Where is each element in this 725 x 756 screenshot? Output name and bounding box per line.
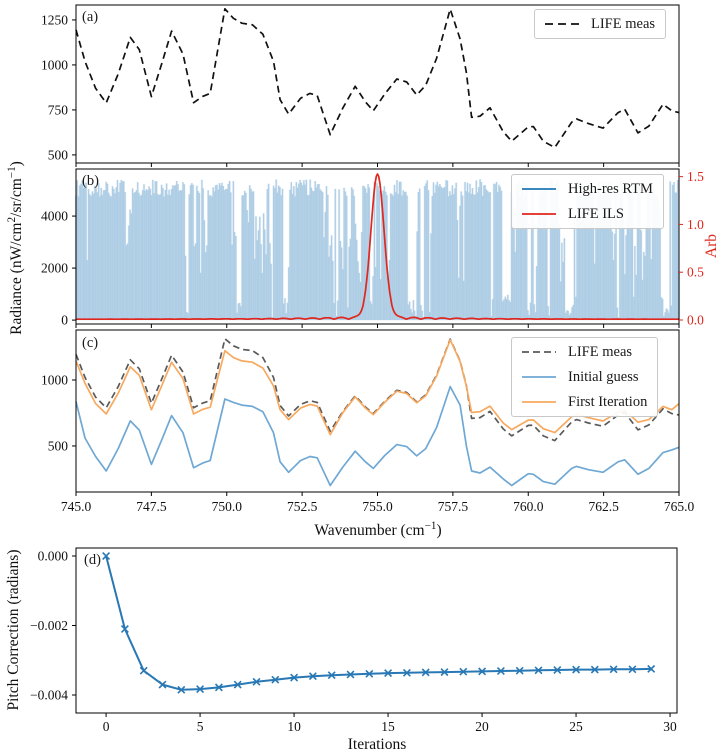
panel-a-label: (a): [82, 9, 99, 25]
tick-label: 1000: [41, 57, 68, 72]
legend-label: LIFE meas: [591, 16, 656, 32]
tick-label: 500: [48, 147, 69, 162]
tick-label: 0.0: [687, 312, 704, 327]
legend-panel-a: LIFE meas: [534, 9, 667, 40]
tick-label: 745.0: [61, 499, 92, 514]
legend-panel-c: LIFE meas Initial guess First Iteration: [511, 337, 659, 418]
legend-panel-b: High-res RTM LIFE ILS: [511, 174, 664, 230]
pitch-correction-axis-label: Pitch Correction (radians): [5, 549, 22, 711]
blue-line-sample-icon: [522, 188, 556, 190]
orange-line-sample-icon: [522, 401, 556, 404]
tick-label: 747.5: [136, 499, 167, 514]
tick-label: 10: [287, 719, 301, 734]
tick-label: 5: [197, 719, 204, 734]
tick-label: 1000: [41, 372, 68, 387]
tick-label: 1250: [41, 12, 68, 27]
radiance-axis-label: Radiance (nW/cm2/sr/cm−1): [6, 161, 26, 335]
wavenumber-axis-label: Wavenumber (cm−1): [314, 520, 441, 540]
life-ils-line: [76, 173, 679, 321]
legend-label: First Iteration: [568, 394, 648, 411]
wavenumber-label-sup: −1: [424, 519, 437, 532]
initial-guess-line: [75, 385, 680, 487]
pitch-correction-x-markers: [102, 552, 656, 694]
legend-item-high-res-rtm: High-res RTM: [521, 180, 653, 198]
tick-label: 25: [569, 719, 583, 734]
legend-item-life-ils: LIFE ILS: [521, 205, 653, 223]
gray-dashed-line-sample-icon: [522, 351, 556, 353]
tick-label: 762.5: [588, 499, 619, 514]
dashed-line-sample-icon: [545, 23, 579, 25]
tick-label: 0: [61, 313, 68, 328]
legend-label: High-res RTM: [568, 181, 653, 197]
tick-label: 760.0: [513, 499, 544, 514]
tick-label: 0.000: [38, 548, 69, 563]
tick-label: 1.5: [687, 169, 704, 184]
tick-label: 0: [103, 719, 110, 734]
tick-label: 500: [48, 438, 69, 453]
tick-label: 755.0: [362, 499, 393, 514]
pitch-correction-line: [105, 555, 652, 691]
tick-label: 4000: [41, 209, 68, 224]
legend-item-life-meas: LIFE meas: [521, 343, 647, 361]
tick-label: −0.004: [30, 687, 68, 702]
tick-label: 1.0: [687, 217, 704, 232]
radiance-label-part: ): [8, 161, 26, 167]
tick-label: 0.5: [687, 265, 704, 280]
radiance-label-sup: −1: [5, 166, 18, 179]
panel-d-label: (d): [84, 552, 101, 568]
tick-label: 2000: [41, 261, 68, 276]
tick-label: 750.0: [212, 499, 243, 514]
radiance-label-part: Radiance (nW/cm: [8, 222, 26, 335]
blue-line-sample-icon: [522, 376, 556, 379]
legend-label: LIFE meas: [568, 344, 633, 360]
radiance-label-sup: 2: [5, 216, 18, 223]
tick-label: 752.5: [287, 499, 318, 514]
legend-item-initial-guess: Initial guess: [521, 368, 647, 386]
radiance-label-part: /sr/cm: [8, 178, 26, 217]
legend-item-life-meas: LIFE meas: [544, 15, 655, 33]
tick-label: 757.5: [438, 499, 469, 514]
tick-label: 765.0: [664, 499, 695, 514]
tick-label: 30: [663, 719, 677, 734]
legend-item-first-iteration: First Iteration: [521, 393, 647, 411]
panel-d-frame: [75, 547, 678, 714]
tick-label: −0.002: [30, 618, 68, 633]
tick-label: 20: [475, 719, 489, 734]
wavenumber-label-part: ): [436, 522, 442, 540]
arb-axis-label: Arb: [703, 233, 720, 259]
wavenumber-label-part: Wavenumber (cm: [314, 522, 425, 540]
panel-c-label: (c): [82, 335, 99, 351]
red-line-sample-icon: [522, 213, 556, 216]
iterations-axis-label: Iterations: [347, 736, 407, 753]
legend-label: LIFE ILS: [568, 206, 624, 223]
panel-b-label: (b): [82, 173, 99, 189]
legend-label: Initial guess: [568, 369, 639, 386]
tick-label: 15: [381, 719, 395, 734]
tick-label: 750: [48, 102, 69, 117]
